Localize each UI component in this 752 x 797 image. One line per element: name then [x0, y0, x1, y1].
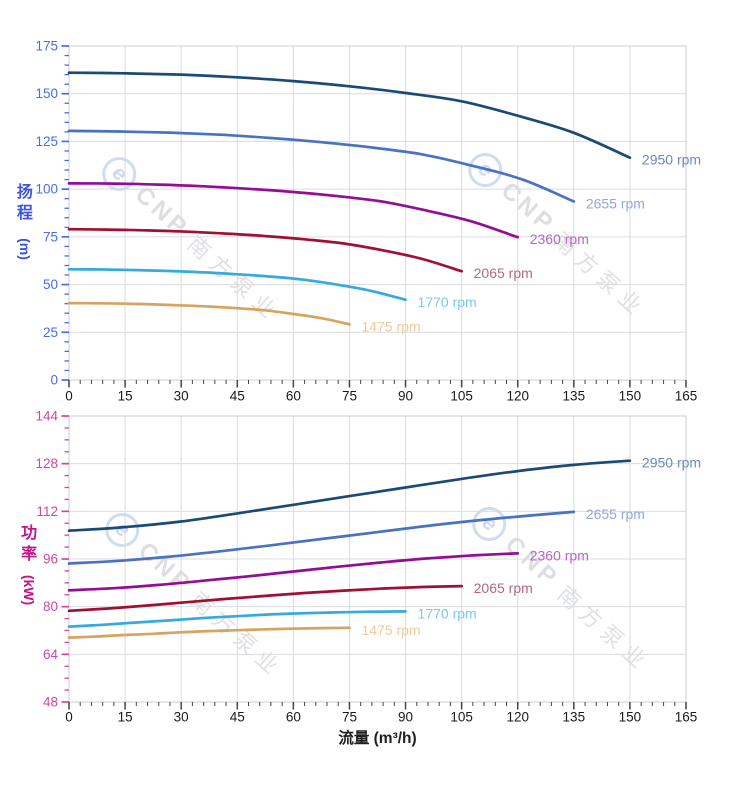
head-x-tick-label: 135	[563, 389, 586, 404]
curve-2360-rpm-head	[67, 182, 520, 239]
power-x-tick-label: 0	[65, 710, 73, 725]
head-plot-area	[68, 45, 687, 381]
head-axis-title-text: 扬程	[16, 184, 33, 222]
curve-label-2360-rpm-head: 2360 rpm	[530, 231, 589, 247]
power-y-tick-label: 64	[43, 647, 59, 662]
curve-label-1475-rpm-power: 1475 rpm	[361, 622, 420, 638]
power-x-tick-label: 105	[450, 710, 473, 725]
curve-1770-rpm-power	[67, 610, 407, 628]
head-x-tick-label: 150	[619, 389, 642, 404]
curve-label-1770-rpm-power: 1770 rpm	[418, 605, 477, 621]
curve-label-1770-rpm-head: 1770 rpm	[418, 294, 477, 310]
head-x-tick-label: 45	[230, 389, 245, 404]
power-axis-unit: (kW)	[21, 574, 38, 605]
power-x-tick-label: 135	[563, 710, 586, 725]
head-y-tick-label: 150	[35, 86, 58, 101]
head-y-tick-label: 50	[43, 277, 58, 292]
power-x-tick-label: 30	[174, 710, 189, 725]
power-y-tick-label: 96	[43, 552, 58, 567]
curve-label-2950-rpm-head: 2950 rpm	[642, 152, 701, 168]
curve-label-2655-rpm-head: 2655 rpm	[586, 196, 645, 212]
curve-2065-rpm-head	[67, 227, 463, 273]
power-y-tick-label: 112	[36, 504, 58, 519]
curve-1475-rpm-power	[67, 626, 351, 639]
curve-label-2360-rpm-power: 2360 rpm	[530, 547, 589, 563]
power-x-tick-label: 15	[118, 710, 133, 725]
curve-label-2065-rpm-power: 2065 rpm	[474, 580, 533, 596]
head-x-tick-label: 75	[342, 389, 357, 404]
power-x-tick-label: 45	[230, 710, 245, 725]
power-x-tick-label: 165	[675, 710, 698, 725]
power-x-tick-label: 120	[506, 710, 529, 725]
power-axis-title-text: 功率	[21, 525, 38, 563]
head-chart: 0 25 50 75 100 125 150 175 0 15 30 45 60 75 90 105 120 13…	[35, 39, 701, 404]
curve-label-2065-rpm-head: 2065 rpm	[474, 265, 533, 281]
power-x-tick-label: 150	[619, 710, 642, 725]
curve-2655-rpm-head	[67, 129, 576, 203]
power-chart: 48 64 80 96 112 128 144 0 15 30 45 60 75 90 105 120 135 1…	[35, 409, 701, 725]
curve-2950-rpm-head	[67, 71, 632, 160]
curve-label-2655-rpm-power: 2655 rpm	[586, 506, 645, 522]
head-y-tick-label: 25	[43, 325, 58, 340]
head-x-tick-label: 90	[398, 389, 413, 404]
power-y-tick-label: 128	[35, 456, 58, 471]
curve-1475-rpm-head	[67, 301, 351, 326]
power-y-tick-label: 48	[43, 695, 58, 710]
head-y-tick-label: 75	[43, 229, 58, 244]
head-y-tick-label: 0	[50, 373, 58, 388]
head-axis-title: 扬程 (m)	[14, 183, 36, 260]
curve-1770-rpm-head	[67, 267, 407, 302]
power-x-tick-label: 60	[286, 710, 301, 725]
curve-label-1475-rpm-head: 1475 rpm	[361, 318, 420, 334]
power-x-tick-label: 90	[398, 710, 413, 725]
power-x-tick-label: 75	[342, 710, 357, 725]
head-x-tick-label: 105	[450, 389, 473, 404]
curve-2360-rpm-power	[67, 551, 520, 592]
head-x-tick-label: 15	[118, 389, 133, 404]
head-y-tick-label: 175	[35, 39, 58, 54]
head-x-tick-label: 0	[65, 389, 73, 404]
curve-2950-rpm-power	[67, 459, 632, 533]
head-x-tick-label: 165	[675, 389, 698, 404]
head-x-tick-label: 60	[286, 389, 301, 404]
head-x-tick-label: 30	[174, 389, 189, 404]
head-y-tick-label: 125	[35, 134, 58, 149]
power-axis-title: 功率 (kW)	[14, 524, 44, 605]
flow-axis-title: 流量 (m³/h)	[338, 730, 417, 747]
head-x-tick-label: 120	[506, 389, 529, 404]
curve-2065-rpm-power	[67, 584, 463, 613]
power-y-tick-label: 80	[43, 599, 58, 614]
power-y-tick-label: 144	[35, 409, 58, 424]
curve-2655-rpm-power	[67, 510, 576, 565]
head-y-tick-label: 100	[35, 182, 58, 197]
head-axis-unit: (m)	[16, 237, 33, 260]
curve-label-2950-rpm-power: 2950 rpm	[642, 455, 701, 471]
